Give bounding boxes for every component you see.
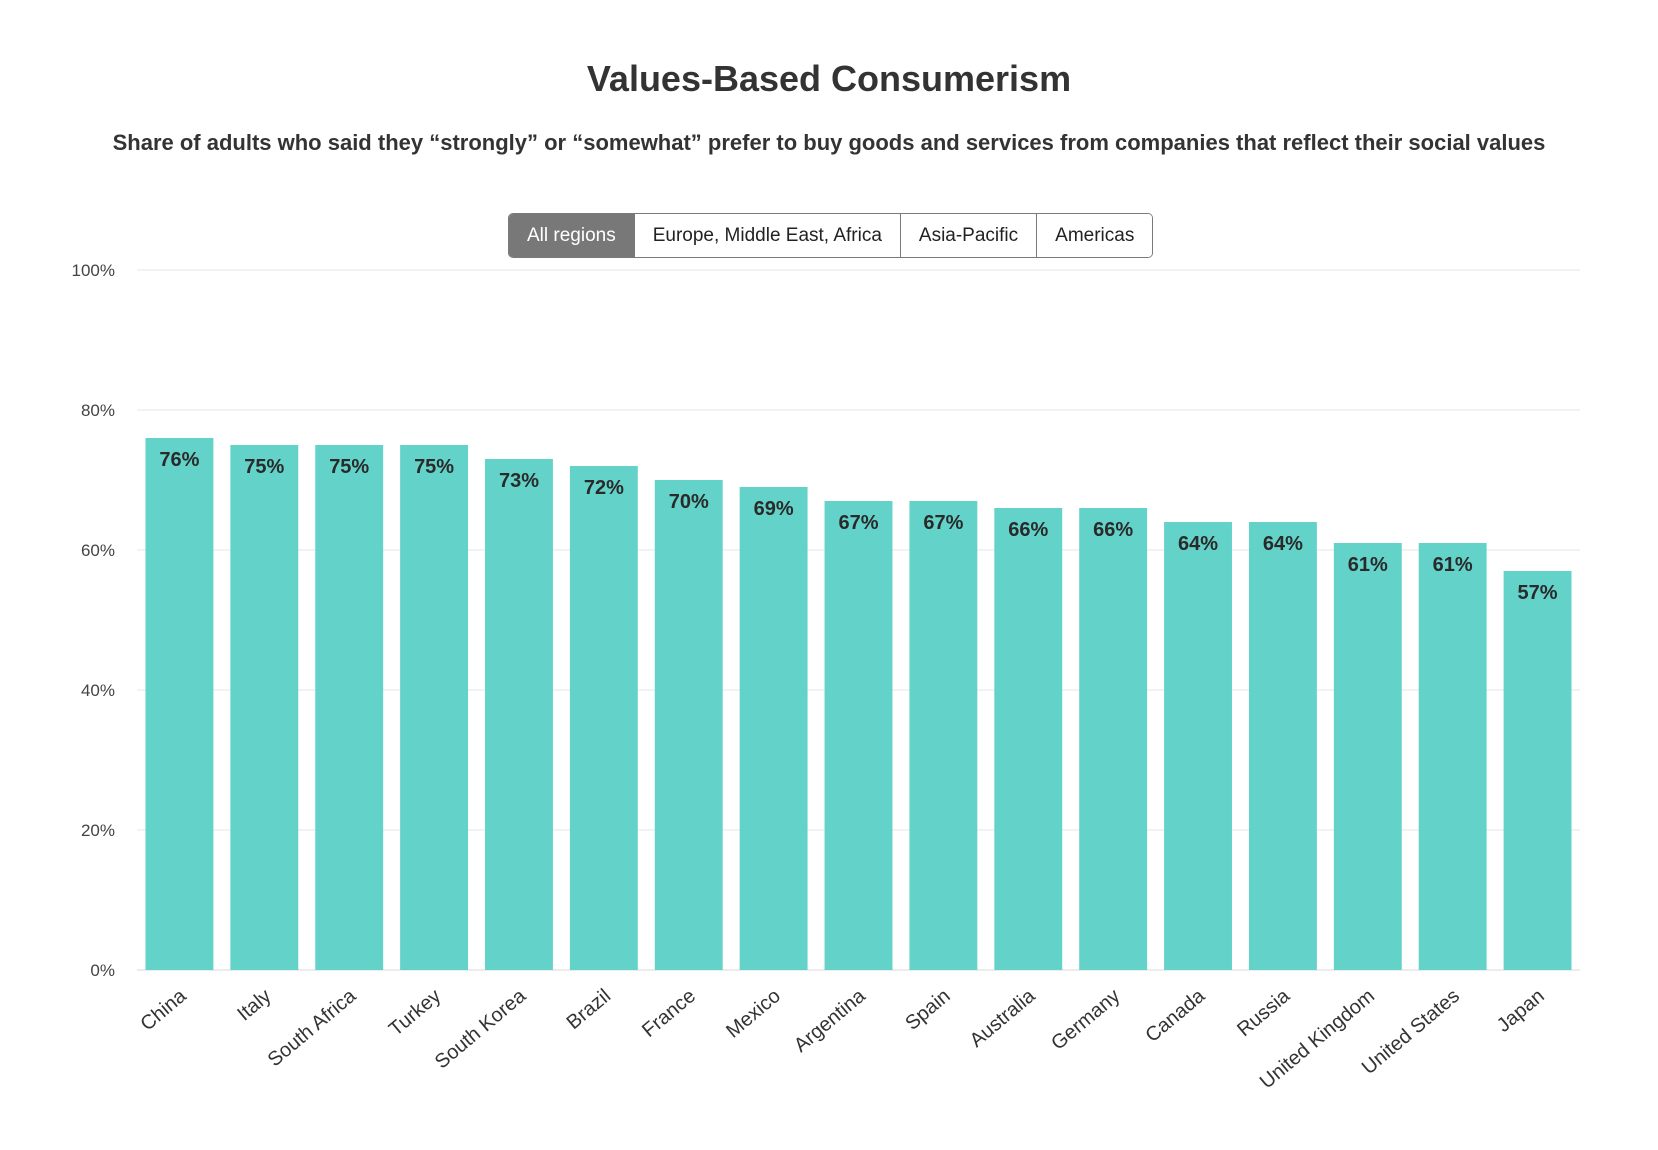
bar xyxy=(230,445,299,970)
y-tick-label: 0% xyxy=(90,961,115,980)
bar xyxy=(485,459,553,970)
bar xyxy=(569,466,638,970)
region-filter-group: All regions Europe, Middle East, Africa … xyxy=(508,213,1154,258)
data-label: 67% xyxy=(923,512,963,534)
x-tick-label: Canada xyxy=(1141,984,1209,1046)
data-label: 72% xyxy=(584,477,624,499)
x-tick-label: South Africa xyxy=(264,984,361,1071)
bar xyxy=(315,445,384,970)
x-tick-label: Japan xyxy=(1493,985,1549,1037)
data-label: 70% xyxy=(669,491,709,513)
bar xyxy=(1503,571,1572,970)
region-button-americas[interactable]: Americas xyxy=(1037,214,1153,257)
x-tick-label: China xyxy=(136,984,191,1035)
y-tick-label: 40% xyxy=(81,681,115,700)
y-tick-label: 60% xyxy=(81,541,115,560)
data-label: 69% xyxy=(754,498,794,520)
chart-subtitle: Share of adults who said they “strongly”… xyxy=(112,130,1546,155)
bars xyxy=(145,438,1572,970)
y-tick-label: 100% xyxy=(72,261,115,280)
x-tick-label: France xyxy=(638,985,700,1042)
data-label: 61% xyxy=(1433,554,1473,576)
data-label: 75% xyxy=(329,456,369,478)
data-label: 73% xyxy=(499,470,539,492)
data-labels: 76% 75% 75% 75% 73% 72% 70% 69% 67% 67% 66% 66% 64% 6… xyxy=(159,449,1557,604)
y-tick-label: 80% xyxy=(81,401,115,420)
bar xyxy=(1418,543,1487,970)
data-label: 75% xyxy=(414,456,454,478)
region-button-asia-pacific[interactable]: Asia-Pacific xyxy=(900,214,1038,257)
x-tick-label: Mexico xyxy=(722,985,785,1043)
data-label: 64% xyxy=(1178,533,1218,555)
bar xyxy=(909,501,978,970)
x-tick-label: Turkey xyxy=(385,985,445,1041)
bar xyxy=(400,445,469,970)
bar xyxy=(739,487,808,970)
bar xyxy=(1248,522,1317,970)
region-button-emea[interactable]: Europe, Middle East, Africa xyxy=(634,214,901,257)
data-label: 57% xyxy=(1518,582,1558,604)
chart-title: Values-Based Consumerism xyxy=(586,58,1072,99)
y-axis-ticks: 0% 20% 40% 60% 80% 100% xyxy=(72,261,115,980)
data-label: 75% xyxy=(244,456,284,478)
data-label: 66% xyxy=(1008,519,1048,541)
bar xyxy=(1333,543,1402,970)
data-label: 67% xyxy=(838,512,878,534)
bar xyxy=(994,508,1063,970)
data-label: 64% xyxy=(1263,533,1303,555)
x-tick-label: Argentina xyxy=(790,984,870,1056)
y-tick-label: 20% xyxy=(81,821,115,840)
x-tick-label: Germany xyxy=(1047,985,1124,1055)
bar xyxy=(145,438,214,970)
bar xyxy=(1164,522,1232,970)
region-button-all[interactable]: All regions xyxy=(509,214,635,257)
data-label: 76% xyxy=(159,449,199,471)
x-tick-label: Russia xyxy=(1233,984,1295,1041)
x-tick-label: Australia xyxy=(966,984,1040,1051)
bar xyxy=(824,501,893,970)
x-tick-label: Spain xyxy=(901,985,954,1035)
bar xyxy=(654,480,723,970)
data-label: 66% xyxy=(1093,519,1133,541)
x-tick-label: Italy xyxy=(233,985,275,1025)
bar xyxy=(1079,508,1148,970)
x-tick-label: South Korea xyxy=(431,984,531,1073)
x-tick-label: Brazil xyxy=(563,985,615,1034)
data-label: 61% xyxy=(1348,554,1388,576)
